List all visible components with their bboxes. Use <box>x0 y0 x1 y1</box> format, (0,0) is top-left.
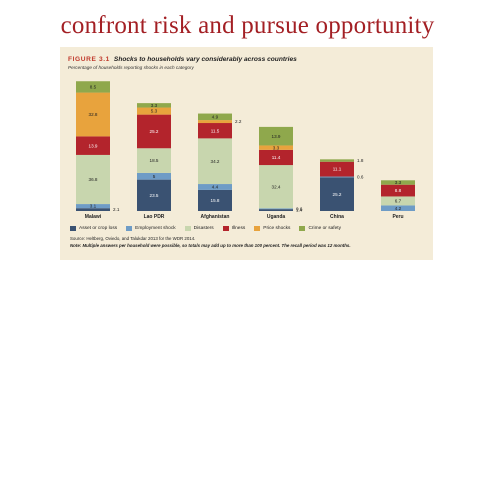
bar-segment-4-0 <box>320 177 354 211</box>
legend-item-4: Price shocks <box>254 226 290 231</box>
legend-swatch-3 <box>222 226 229 231</box>
data-label-1-5: 3.3 <box>151 103 158 108</box>
bar-segment-5-3 <box>381 184 415 197</box>
data-label-1-3: 25.2 <box>150 129 159 134</box>
bar-segment-3-1 <box>259 208 293 210</box>
bar-segment-5-1 <box>381 205 415 211</box>
figure-note: Note: Multiple answers per household wer… <box>70 243 351 248</box>
data-label-1-0: 23.5 <box>150 193 159 198</box>
stacked-bar-chart: 2.1 3.1 36.8 13.9 32.8 8.5 Malawi 23.5 5 18.5 25.2… <box>76 81 415 220</box>
data-label-2-0: 15.8 <box>211 198 220 203</box>
bar-segment-5-5 <box>381 180 415 185</box>
legend-item-2: Disasters <box>184 226 214 231</box>
bar-segment-1-5 <box>137 103 171 108</box>
bar-segment-1-3 <box>137 114 171 149</box>
bar-segment-1-4 <box>137 107 171 115</box>
data-label-5-2: 6.7 <box>395 199 402 204</box>
bar-segment-3-4 <box>259 145 293 150</box>
bar-segment-4-3 <box>320 161 354 177</box>
data-label-4-1: 0.6 <box>357 175 364 180</box>
legend-item-1: Employment shock <box>126 226 176 231</box>
legend-item-3: Illness <box>222 226 246 231</box>
legend-swatch-1 <box>126 226 133 231</box>
bar-segment-3-3 <box>259 149 293 166</box>
bar-segment-0-3 <box>76 136 110 155</box>
data-label-5-3: 8.8 <box>395 188 402 193</box>
data-label-0-5: 8.5 <box>90 85 97 90</box>
data-label-1-1: 5 <box>153 174 156 179</box>
category-label-5: Peru <box>392 214 403 220</box>
bar-segment-2-3 <box>198 123 232 139</box>
data-label-0-0: 2.1 <box>113 207 120 212</box>
figure-source: Source: Heltberg, Oviedo, and Talukdar 2… <box>70 236 196 241</box>
chart-legend: Asset or crop loss Employment shock Disast… <box>70 226 341 231</box>
legend-label-5: Crime or safety <box>308 226 341 231</box>
legend-item-0: Asset or crop loss <box>70 226 117 231</box>
data-label-1-2: 18.5 <box>150 158 159 163</box>
legend-label-0: Asset or crop loss <box>79 226 118 231</box>
bar-segment-2-4 <box>198 120 232 124</box>
data-label-4-5: 1.8 <box>357 158 364 163</box>
bar-segment-1-1 <box>137 172 171 180</box>
bar-segment-2-0 <box>198 189 232 211</box>
data-label-2-1: 4.4 <box>212 185 219 190</box>
legend-swatch-0 <box>70 226 76 231</box>
bar-segment-4-5 <box>320 159 354 162</box>
data-label-1-4: 5.3 <box>151 109 158 114</box>
data-label-3-5: 13.9 <box>272 134 281 139</box>
bar-segment-1-0 <box>137 179 171 211</box>
page-headline: confront risk and pursue opportunity <box>60 12 435 39</box>
bar-segment-0-5 <box>76 81 110 93</box>
data-label-4-0: 25.2 <box>333 192 342 197</box>
bar-segment-2-5 <box>198 113 232 121</box>
bar-segment-1-2 <box>137 148 171 173</box>
category-label-0: Malawi <box>85 214 102 220</box>
bar-segment-0-2 <box>76 154 110 205</box>
data-label-4-3: 11.1 <box>333 167 342 172</box>
bar-segment-4-1 <box>320 176 354 178</box>
data-label-0-4: 32.8 <box>89 112 98 117</box>
legend-swatch-2 <box>184 226 191 231</box>
category-label-1: Lao PDR <box>144 214 165 220</box>
category-label-4: China <box>330 214 344 220</box>
data-label-3-0: 1.4 <box>296 208 303 213</box>
data-label-5-1: 4.2 <box>395 206 402 211</box>
bar-segment-0-1 <box>76 204 110 209</box>
data-label-3-1: 0.6 <box>296 206 303 211</box>
bar-segment-5-2 <box>381 196 415 206</box>
legend-item-5: Crime or safety <box>299 226 341 231</box>
figure-title-text: Shocks to households vary considerably a… <box>113 56 297 63</box>
legend-swatch-4 <box>254 226 261 231</box>
data-label-0-3: 13.9 <box>89 143 98 148</box>
data-label-3-2: 32.4 <box>272 184 281 189</box>
data-label-2-2: 34.2 <box>211 159 220 164</box>
bar-segment-3-2 <box>259 165 293 209</box>
legend-label-4: Price shocks <box>263 226 291 231</box>
figure-number: FIGURE 3.1 <box>68 56 110 63</box>
data-label-5-5: 3.3 <box>395 180 402 185</box>
figure-title: FIGURE 3.1 Shocks to households vary cons… <box>68 56 297 63</box>
bar-segment-3-5 <box>259 126 293 146</box>
bar-segment-3-0 <box>259 209 293 211</box>
data-label-3-3: 11.4 <box>272 155 281 160</box>
legend-label-1: Employment shock <box>135 226 176 231</box>
data-label-0-1: 3.1 <box>90 204 97 209</box>
bar-segment-2-2 <box>198 138 232 185</box>
data-label-2-5: 4.9 <box>212 114 219 119</box>
data-label-3-4: 3.3 <box>273 145 280 150</box>
legend-label-2: Disasters <box>193 226 214 231</box>
legend-label-3: Illness <box>231 226 246 231</box>
bar-segment-0-4 <box>76 92 110 137</box>
data-label-0-2: 36.8 <box>89 177 98 182</box>
category-label-2: Afghanistan <box>201 214 230 220</box>
data-label-2-4: 2.2 <box>235 119 242 124</box>
bar-segment-2-1 <box>198 184 232 190</box>
data-label-2-3: 11.5 <box>211 128 220 133</box>
figure-subtitle: Percentage of households reporting shock… <box>68 65 194 70</box>
figure-panel: FIGURE 3.1 Shocks to households vary cons… <box>60 47 433 260</box>
bar-segment-0-0 <box>76 208 110 211</box>
legend-swatch-5 <box>299 226 306 231</box>
category-label-3: Uganda <box>267 214 286 220</box>
